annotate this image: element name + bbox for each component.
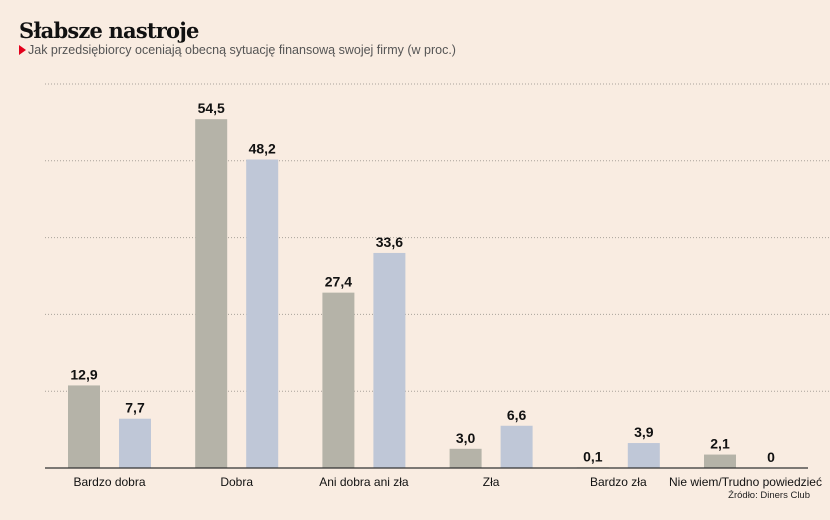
bar	[322, 292, 355, 468]
data-label: 3,0	[456, 430, 476, 446]
category-label: Nie wiem/Trudno powiedzieć	[669, 475, 822, 489]
data-label: 27,4	[325, 274, 352, 290]
data-label: 2,1	[710, 436, 730, 452]
data-label: 0,1	[583, 448, 603, 464]
bar	[704, 454, 736, 468]
category-label: Zła	[483, 475, 500, 489]
bar	[119, 418, 151, 468]
bar	[627, 443, 660, 468]
bar	[500, 425, 533, 468]
chart-subtitle: Jak przedsiębiorcy oceniają obecną sytua…	[19, 43, 456, 57]
data-label: 48,2	[249, 141, 276, 157]
bar	[195, 119, 228, 468]
data-label: 7,7	[125, 400, 145, 416]
category-label: Bardzo dobra	[73, 475, 145, 489]
data-label: 0	[767, 449, 775, 465]
data-label: 54,5	[198, 100, 225, 116]
data-label: 12,9	[70, 366, 97, 382]
data-label: 33,6	[376, 234, 403, 250]
source-note: Źródło: Diners Club	[728, 490, 810, 501]
bar	[373, 252, 406, 468]
chart-title: Słabsze nastroje	[19, 18, 199, 43]
data-label: 6,6	[507, 407, 527, 423]
category-label: Dobra	[220, 475, 253, 489]
bar	[68, 385, 100, 468]
bar	[449, 448, 482, 468]
data-label: 3,9	[634, 424, 654, 440]
triangle-marker-icon	[19, 45, 26, 55]
category-label: Bardzo zła	[590, 475, 647, 489]
category-label: Ani dobra ani zła	[319, 475, 409, 489]
subtitle-text: Jak przedsiębiorcy oceniają obecną sytua…	[28, 43, 456, 57]
bar	[246, 159, 279, 468]
